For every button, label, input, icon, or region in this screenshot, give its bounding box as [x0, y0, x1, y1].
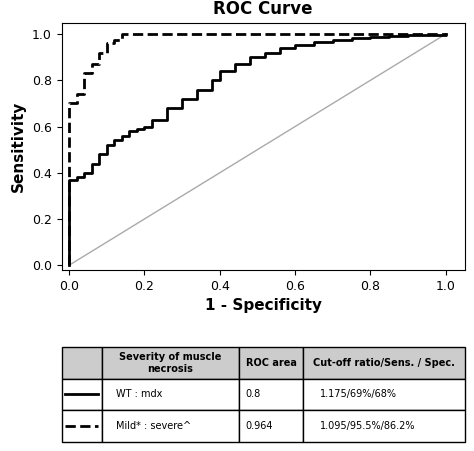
Y-axis label: Sensitivity: Sensitivity [11, 101, 27, 192]
Title: ROC Curve: ROC Curve [213, 0, 313, 18]
X-axis label: 1 - Specificity: 1 - Specificity [205, 298, 321, 313]
